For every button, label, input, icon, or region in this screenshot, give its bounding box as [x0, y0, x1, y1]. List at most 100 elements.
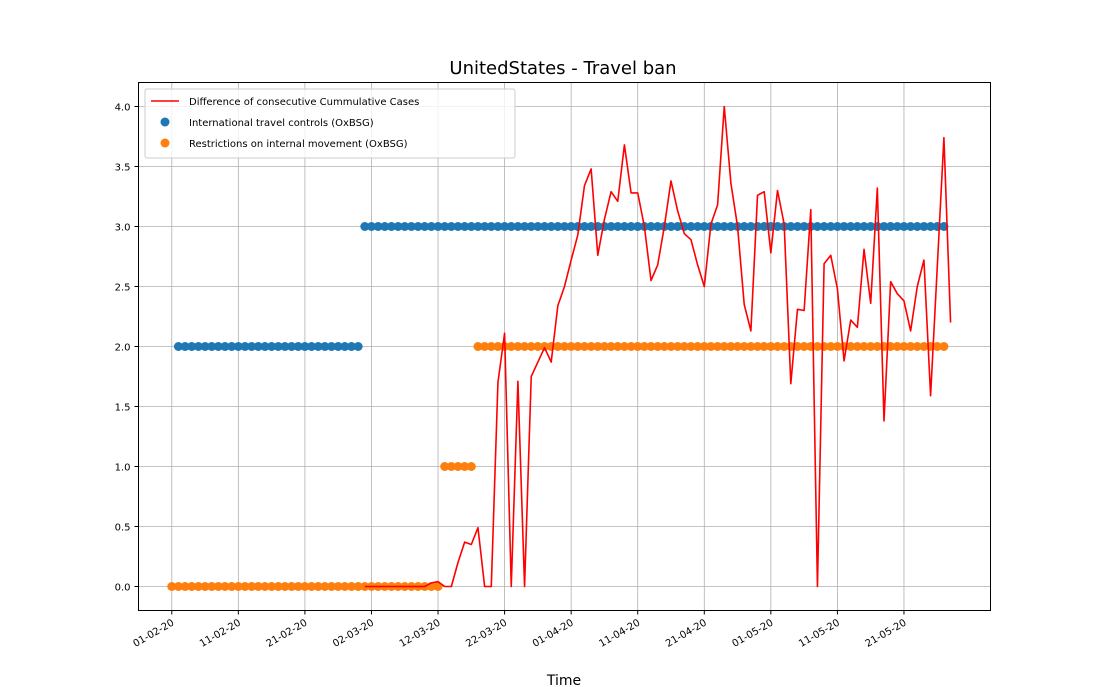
data-point	[440, 462, 450, 471]
data-point	[333, 342, 343, 351]
data-point	[300, 582, 310, 591]
data-point	[353, 582, 363, 591]
data-point	[912, 342, 922, 351]
data-point	[386, 222, 396, 231]
data-point	[619, 222, 629, 231]
data-point	[393, 222, 403, 231]
data-point	[826, 342, 836, 351]
data-point	[493, 342, 503, 351]
data-point	[180, 582, 190, 591]
series-travel-controls	[173, 222, 949, 351]
data-point	[193, 342, 203, 351]
data-point	[872, 342, 882, 351]
data-point	[240, 582, 250, 591]
data-point	[473, 342, 483, 351]
data-point	[879, 222, 889, 231]
data-point	[646, 222, 656, 231]
data-point	[347, 582, 356, 591]
data-point	[912, 222, 922, 231]
data-point	[280, 342, 290, 351]
data-point	[699, 222, 709, 231]
y-tick-label: 3.5	[115, 163, 131, 174]
data-point	[686, 342, 696, 351]
data-point	[280, 582, 290, 591]
data-point	[713, 222, 723, 231]
data-point	[899, 342, 909, 351]
data-point	[706, 342, 716, 351]
y-axis-ticks: 0.0 0.5 1.0 1.5 2.0 2.5 3.0 3.5 4.0	[115, 103, 139, 594]
data-point	[193, 582, 203, 591]
data-point	[659, 342, 669, 351]
data-point	[593, 342, 603, 351]
y-tick-label: 0.5	[115, 523, 131, 534]
data-point	[460, 462, 470, 471]
data-point	[273, 582, 283, 591]
data-point	[460, 222, 470, 231]
data-point	[513, 342, 523, 351]
data-point	[859, 222, 869, 231]
data-point	[719, 342, 729, 351]
data-point	[380, 222, 390, 231]
data-point	[639, 342, 649, 351]
data-point	[653, 342, 663, 351]
data-point	[919, 342, 929, 351]
data-point	[446, 462, 456, 471]
data-point	[526, 222, 536, 231]
data-point	[207, 342, 217, 351]
data-point	[613, 222, 623, 231]
data-point	[613, 342, 623, 351]
data-point	[719, 222, 729, 231]
data-point	[293, 582, 303, 591]
data-point	[819, 222, 829, 231]
data-point	[673, 222, 683, 231]
data-point	[227, 342, 237, 351]
data-point	[287, 342, 297, 351]
data-point	[253, 342, 263, 351]
data-point	[553, 342, 563, 351]
data-point	[726, 222, 736, 231]
data-point	[473, 222, 483, 231]
data-point	[646, 342, 656, 351]
data-point	[273, 342, 283, 351]
data-point	[533, 342, 543, 351]
data-point	[353, 342, 363, 351]
data-point	[200, 342, 210, 351]
data-point	[466, 462, 476, 471]
data-point	[726, 342, 736, 351]
data-point	[739, 222, 749, 231]
data-point	[606, 342, 616, 351]
data-point	[406, 222, 416, 231]
legend-marker-travel	[160, 117, 170, 127]
data-point	[792, 342, 802, 351]
x-axis-label: Time	[546, 673, 581, 687]
data-point	[792, 222, 802, 231]
data-point	[173, 342, 183, 351]
y-tick-label: 0.0	[115, 583, 131, 594]
data-point	[673, 342, 683, 351]
data-point	[260, 342, 270, 351]
data-point	[666, 342, 676, 351]
data-point	[906, 342, 916, 351]
data-point	[859, 342, 869, 351]
plot-series	[167, 105, 952, 591]
data-point	[560, 222, 569, 231]
data-point	[919, 222, 929, 231]
series-cases-line	[364, 105, 952, 588]
data-point	[926, 222, 936, 231]
data-point	[520, 222, 530, 231]
data-point	[626, 222, 636, 231]
data-point	[287, 582, 297, 591]
data-point	[240, 342, 250, 351]
data-point	[653, 222, 663, 231]
data-point	[546, 222, 556, 231]
data-point	[293, 342, 303, 351]
data-point	[753, 342, 763, 351]
data-point	[766, 342, 776, 351]
data-point	[939, 342, 949, 351]
data-point	[247, 342, 257, 351]
data-point	[320, 342, 330, 351]
data-point	[486, 222, 496, 231]
data-point	[566, 222, 576, 231]
data-point	[506, 222, 516, 231]
data-point	[180, 342, 190, 351]
